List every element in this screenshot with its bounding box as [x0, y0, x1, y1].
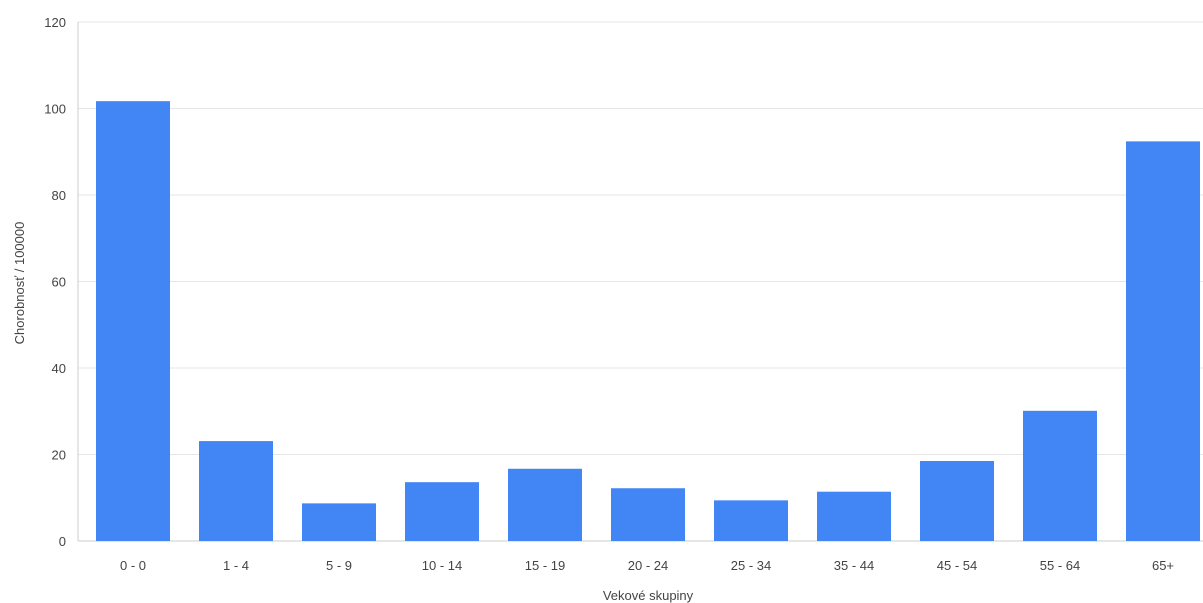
x-axis-title: Vekové skupiny [603, 588, 694, 603]
x-tick-label: 10 - 14 [422, 558, 462, 573]
y-tick-label: 80 [52, 188, 66, 203]
x-tick-label: 1 - 4 [223, 558, 249, 573]
bar[interactable] [508, 468, 582, 541]
x-tick-label: 35 - 44 [834, 558, 874, 573]
y-axis-title: Chorobnosť / 100000 [12, 222, 27, 345]
x-tick-label: 20 - 24 [628, 558, 668, 573]
x-tick-label: 55 - 64 [1040, 558, 1080, 573]
bar[interactable] [920, 460, 994, 541]
bar[interactable] [96, 101, 170, 542]
bar[interactable] [714, 500, 788, 541]
x-tick-label: 5 - 9 [326, 558, 352, 573]
bar[interactable] [611, 488, 685, 541]
y-tick-label: 60 [52, 275, 66, 290]
x-tick-label: 25 - 34 [731, 558, 771, 573]
bar[interactable] [1023, 410, 1097, 541]
y-tick-label: 20 [52, 448, 66, 463]
bar[interactable] [199, 441, 273, 541]
y-tick-label: 40 [52, 361, 66, 376]
x-tick-label: 15 - 19 [525, 558, 565, 573]
bar[interactable] [405, 482, 479, 541]
x-tick-label: 0 - 0 [120, 558, 146, 573]
y-tick-label: 100 [44, 102, 66, 117]
x-tick-label: 65+ [1152, 558, 1174, 573]
bar[interactable] [302, 503, 376, 541]
bars [96, 101, 1200, 542]
y-tick-label: 0 [59, 534, 66, 549]
x-tick-labels: 0 - 0 1 - 4 5 - 9 10 - 14 15 - 19 20 - 24 25 -… [120, 558, 1174, 573]
x-tick-label: 45 - 54 [937, 558, 977, 573]
y-tick-label: 120 [44, 15, 66, 30]
bar[interactable] [817, 491, 891, 541]
bar[interactable] [1126, 141, 1200, 541]
y-tick-labels: 0 20 40 60 80 100 120 [44, 15, 66, 549]
